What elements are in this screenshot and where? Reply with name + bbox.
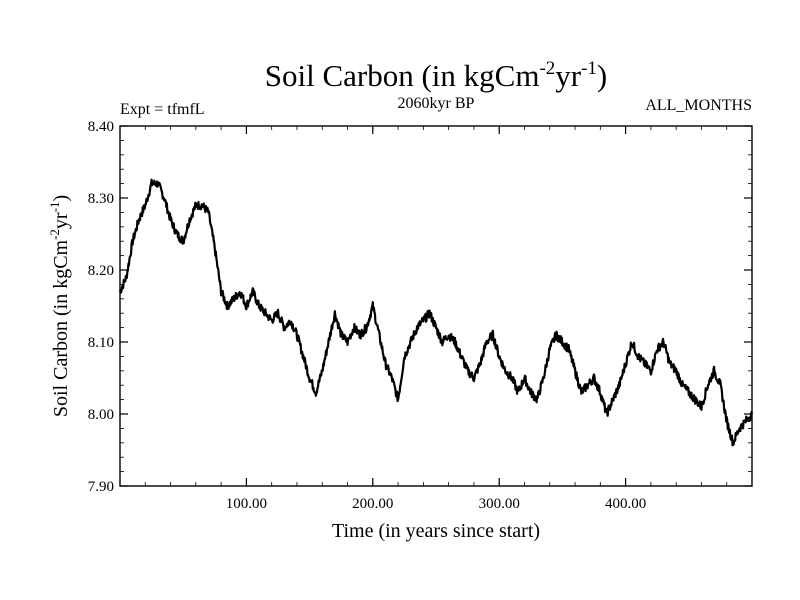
y-tick-label: 8.20 <box>88 263 114 279</box>
series-line-soil-carbon <box>118 178 754 447</box>
y-axis-label: Soil Carbon (in kgCm-2yr-1) <box>47 195 72 417</box>
y-tick-label: 8.40 <box>88 119 114 135</box>
subtitle-right: ALL_MONTHS <box>645 97 752 114</box>
x-tick-label: 400.00 <box>605 496 646 512</box>
x-tick-label: 200.00 <box>352 496 393 512</box>
plot-area-border <box>119 125 753 487</box>
y-tick-label: 8.10 <box>88 335 114 351</box>
y-tick-label: 8.30 <box>88 191 114 207</box>
x-tick-label: 300.00 <box>479 496 520 512</box>
x-axis-ticks: 100.00 200.00 300.00 400.00 <box>144 126 728 512</box>
y-tick-label: 7.90 <box>88 479 114 495</box>
x-axis-label: Time (in years since start) <box>332 520 540 542</box>
subtitle-left: Expt = tfmfL <box>120 101 205 118</box>
plot-frame <box>119 125 753 487</box>
subtitle-center: 2060kyr BP <box>398 95 475 112</box>
series-group <box>118 178 754 447</box>
y-axis-ticks: 7.90 8.00 8.10 8.20 8.30 8.40 <box>88 119 752 495</box>
y-tick-label: 8.00 <box>88 407 114 423</box>
chart-title: Soil Carbon (in kgCm-2yr-1) <box>265 58 608 93</box>
x-tick-label: 100.00 <box>226 496 267 512</box>
